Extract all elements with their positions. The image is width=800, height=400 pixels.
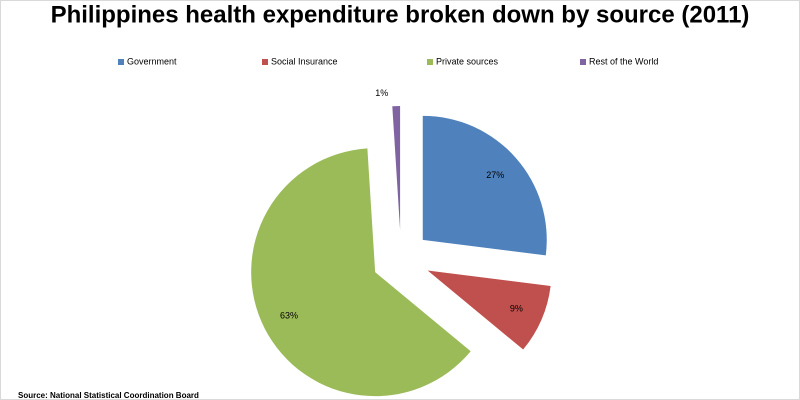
data-label: 9% [510,303,523,313]
legend-label: Rest of the World [589,56,658,66]
legend-label: Government [127,56,177,66]
legend-swatch [580,59,586,65]
data-label: 27% [486,170,504,180]
data-label: 1% [375,88,388,98]
legend-swatch [118,59,124,65]
pie-slice [422,115,547,256]
legend-label: Private sources [436,56,499,66]
data-label: 63% [280,310,298,320]
pie-slice [392,106,401,231]
source-note: Source: National Statistical Coordinatio… [18,391,199,400]
legend-swatch [427,59,433,65]
pie-slice [427,270,551,350]
legend-swatch [262,59,268,65]
legend-label: Social Insurance [271,56,338,66]
pie-slice [251,148,471,397]
chart-title: Philippines health expenditure broken do… [51,1,750,28]
